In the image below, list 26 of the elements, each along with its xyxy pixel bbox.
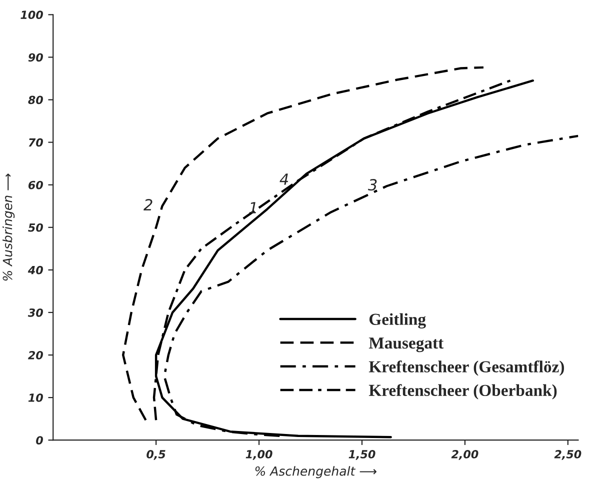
y-tick-label: 80 <box>28 96 43 104</box>
annotation: 4 <box>280 174 288 185</box>
x-tick-label: 1,00 <box>246 450 272 460</box>
legend-label: Kreftenscheer (Oberbank) <box>368 384 557 400</box>
x-tick-label: 2,50 <box>554 450 582 460</box>
annotation: 2 <box>144 198 152 210</box>
annotation: 1 <box>249 202 256 214</box>
y-tick-label: 100 <box>20 10 43 20</box>
y-axis-title: % Ausbringen ⟶ <box>2 174 15 281</box>
annotation: 3 <box>368 178 377 191</box>
legend-label: Kreftenscheer (Gesamtflöz) <box>368 360 564 376</box>
y-tick-label: 90 <box>28 53 43 62</box>
y-tick-label: 60 <box>28 180 43 190</box>
x-tick-label: 2,00 <box>451 450 478 460</box>
x-tick-label: 0,5 <box>146 450 166 460</box>
y-tick-label: 0 <box>36 436 43 444</box>
legend-label: Geitling <box>369 313 426 328</box>
y-tick-label: 10 <box>28 394 43 402</box>
y-tick-label: 50 <box>28 223 43 232</box>
x-axis-title: % Aschengehalt ⟶ <box>255 466 376 478</box>
legend-label: Mausegatt <box>368 338 444 352</box>
y-tick-label: 40 <box>28 266 43 274</box>
y-tick-label: 70 <box>28 138 43 147</box>
y-tick-label: 20 <box>28 350 43 360</box>
y-tick-label: 30 <box>28 308 43 317</box>
x-tick-label: 1,50 <box>348 450 376 460</box>
